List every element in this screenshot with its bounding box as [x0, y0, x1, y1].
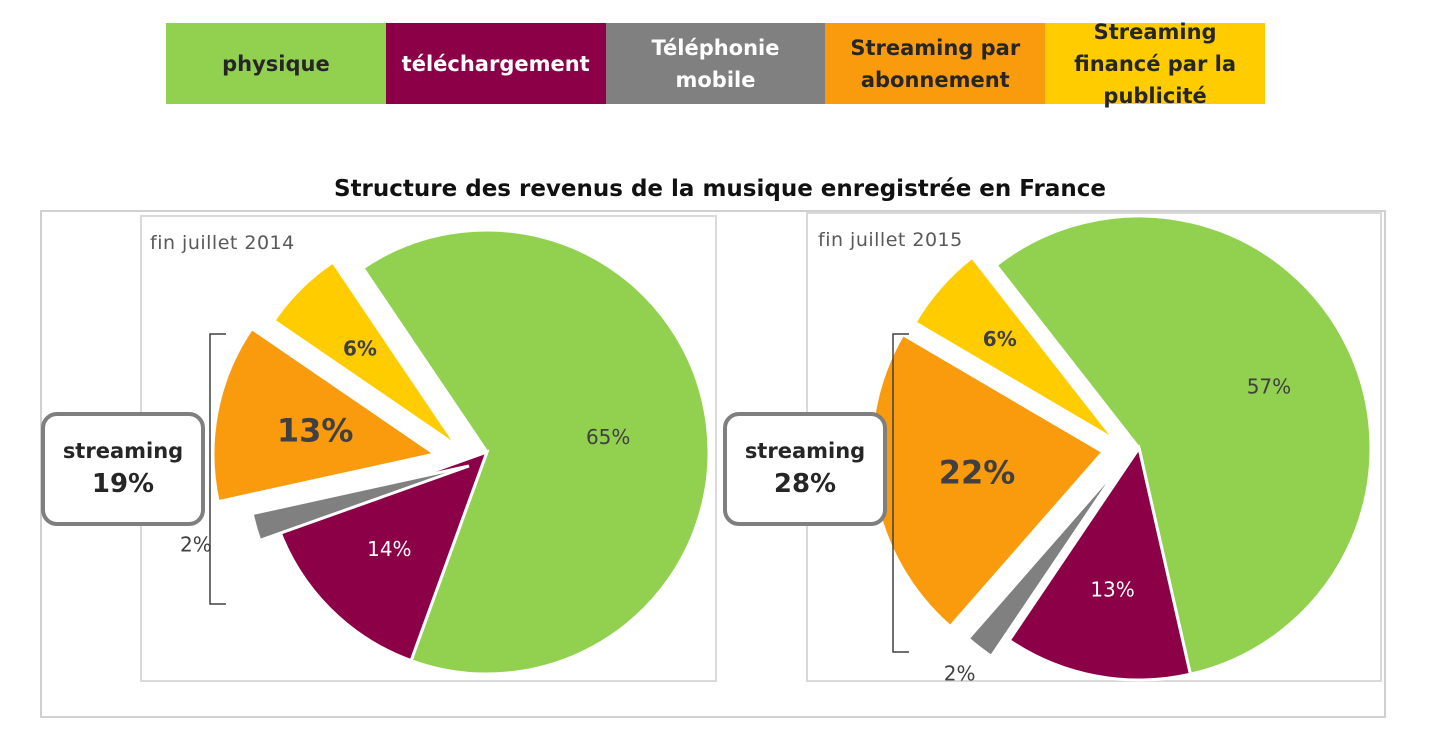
pie-label-2014: fin juillet 2014 [150, 232, 295, 254]
legend-label: Streaming par abonnement [850, 35, 1021, 92]
pie-data-label-physique-2014: 65% [586, 425, 630, 449]
pie-label-2015: fin juillet 2015 [818, 229, 963, 251]
streaming-total-value: 19% [91, 469, 155, 499]
legend-item-streaming-abonnement: Streaming par abonnement [825, 23, 1046, 104]
legend-label: Téléphonie mobile [651, 35, 780, 92]
legend-label: Streaming financé par la publicité [1074, 19, 1237, 108]
streaming-total-value: 28% [773, 469, 837, 499]
legend-item-telephonie-mobile: Téléphonie mobile [605, 23, 826, 104]
pie-data-label-telephonie-mobile-2014: 2% [180, 532, 212, 556]
legend-label: physique [222, 51, 330, 76]
pie-data-label-telechargement-2014: 14% [367, 537, 411, 561]
pie-slice-telechargement-2015 [1007, 444, 1193, 682]
pie-data-label-streaming-publicite-2015: 6% [983, 327, 1017, 351]
streaming-total-label: streaming [744, 439, 866, 463]
pie-slice-streaming-publicite-2014 [271, 259, 459, 448]
legend-item-streaming-publicite: Streaming financé par la publicité [1045, 20, 1265, 108]
legend-item-telechargement: téléchargement [385, 23, 606, 104]
streaming-total-box-2014: streaming 19% [41, 412, 205, 526]
pie-slice-streaming-abonnement-2014 [211, 326, 439, 504]
pie-slice-streaming-publicite-2015 [912, 255, 1117, 442]
pie-slice-telechargement-2014 [275, 449, 490, 663]
legend: physique téléchargement Téléphonie mobil… [166, 20, 1265, 108]
pie-data-label-physique-2015: 57% [1247, 374, 1291, 398]
pie-slice-telephonie-mobile-2015 [966, 463, 1123, 659]
streaming-total-box-2015: streaming 28% [723, 412, 887, 526]
legend-item-physique: physique [166, 23, 386, 104]
streaming-bracket-2015 [892, 333, 909, 653]
pie-data-label-streaming-abonnement-2014: 13% [277, 412, 354, 450]
pie-slice-telephonie-mobile-2014 [250, 464, 470, 543]
legend-label: téléchargement [401, 51, 590, 76]
pie-slice-physique-2015 [994, 214, 1373, 677]
streaming-total-label: streaming [62, 439, 184, 463]
pie-slice-physique-2014 [360, 228, 711, 676]
chart-title: Structure des revenus de la musique enre… [334, 176, 1106, 202]
pie-data-label-telechargement-2015: 13% [1090, 577, 1134, 601]
pie-data-label-streaming-abonnement-2015: 22% [939, 453, 1016, 491]
pie-data-label-streaming-publicite-2014: 6% [343, 336, 377, 360]
streaming-bracket-2014 [209, 333, 226, 605]
pie-data-label-telephonie-mobile-2015: 2% [944, 662, 976, 686]
